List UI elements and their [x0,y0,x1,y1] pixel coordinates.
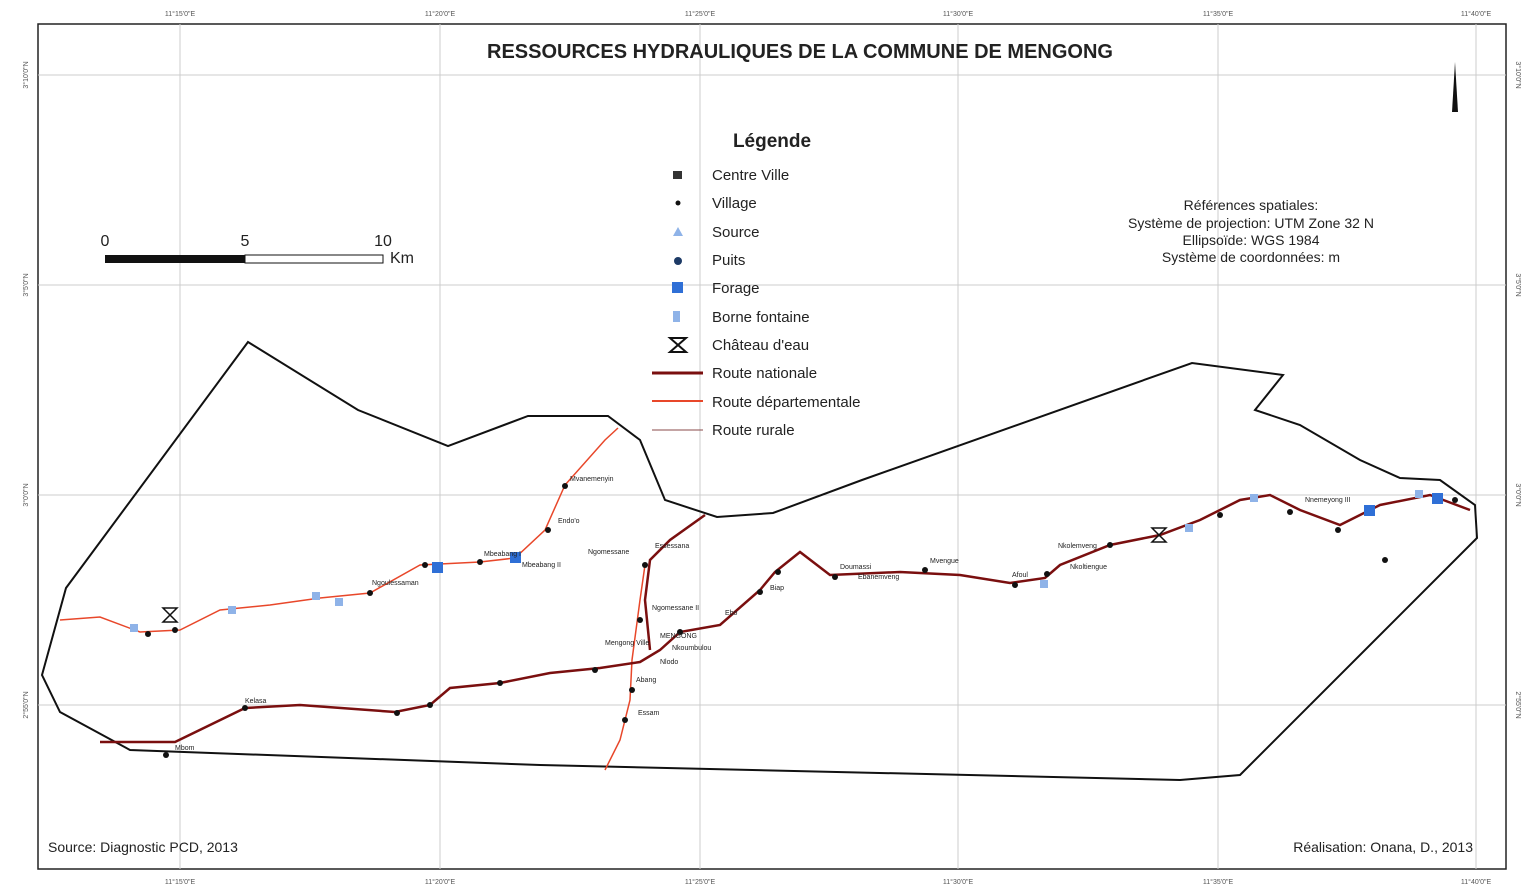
place-label: Biap [770,585,784,592]
legend-label: Forage [712,280,760,297]
latitude-label: 3°5'0"N [22,273,30,296]
reference-line: Références spatiales: [1184,197,1319,213]
longitude-label: 11°15'0"E [165,878,196,886]
place-label: Mengong Ville [605,640,649,647]
place-label: Ebo [725,610,738,617]
place-label: Nkolemveng [1058,543,1097,550]
place-label: Nkoumbulou [672,645,711,652]
place-label: Afoul [1012,572,1028,579]
longitude-label: 11°15'0"E [165,10,196,18]
legend-label: Route rurale [712,422,795,439]
place-label: Endo'o [558,518,580,525]
place-label: Nkoltiengue [1070,564,1107,571]
latitude-label: 3°5'0"N [1514,273,1522,296]
scale-unit: Km [390,250,414,267]
legend-label: Route nationale [712,365,817,382]
place-label: Nlodo [660,659,678,666]
north-arrow [1452,62,1458,112]
reference-line: Système de coordonnées: m [1162,249,1340,265]
latitude-label: 3°0'0"N [1514,483,1522,506]
scale-label: 5 [241,233,250,250]
place-label: Ebanemveng [858,574,899,581]
outer-frame [37,23,1507,870]
place-label: Mvanemenyin [570,476,614,483]
legend-label: Source [712,224,760,241]
title: RESSOURCES HYDRAULIQUES DE LA COMMUNE DE… [487,41,1113,63]
longitude-label: 11°30'0"E [943,878,974,886]
longitude-label: 11°25'0"E [685,10,716,18]
longitude-label: 11°40'0"E [1461,878,1492,886]
longitude-label: 11°20'0"E [425,10,456,18]
reference-line: Système de projection: UTM Zone 32 N [1128,215,1374,231]
reference-line: Ellipsoïde: WGS 1984 [1183,232,1320,248]
legend-label: Centre Ville [712,167,789,184]
legend-title: Légende [733,131,811,152]
place-label: Ngoulessaman [372,580,419,587]
legend-label: Château d'eau [712,337,809,354]
legend-label: Borne fontaine [712,309,810,326]
place-label: Essessana [655,543,689,550]
graticule-labels: 11°15'0"E 11°20'0"E 11°25'0"E 11°30'0"E … [22,10,1522,886]
longitude-label: 11°35'0"E [1203,10,1234,18]
place-label: Mbeabang II [522,562,561,569]
scale-bar: 0 5 10 Km [101,233,414,267]
place-label: Abang [636,677,656,684]
legend-label: Route départementale [712,394,860,411]
legend-label: Puits [712,252,745,269]
latitude-label: 2°55'0"N [22,691,30,718]
place-label: Mbom [175,745,195,752]
place-label: MENGONG [660,633,697,640]
place-label: Kelasa [245,698,267,705]
boundary [40,340,1479,782]
place-label: Nnemeyong III [1305,497,1351,504]
place-label: Essam [638,710,660,717]
legend-label: Village [712,195,757,212]
map-points [130,483,1458,758]
latitude-label: 3°0'0"N [22,483,30,506]
scale-label: 0 [101,233,110,250]
credit: Réalisation: Onana, D., 2013 [1293,839,1473,855]
longitude-label: 11°20'0"E [425,878,456,886]
place-label: Ngomessane [588,549,629,556]
legend: Légende Centre Ville Village Source Puit… [652,131,860,439]
place-labels: Mvanemenyin Endo'o Mbeabang I Mbeabang I… [175,476,1351,752]
longitude-label: 11°30'0"E [943,10,974,18]
latitude-label: 3°10'0"N [1514,61,1522,88]
scale-label: 10 [374,233,392,250]
source: Source: Diagnostic PCD, 2013 [48,839,238,855]
longitude-label: 11°40'0"E [1461,10,1492,18]
place-label: Doumassi [840,564,872,571]
place-label: Mbeabang I [484,551,521,558]
spatial-references: Références spatiales: Système de project… [1128,197,1374,265]
place-label: Mvengue [930,558,959,565]
place-label: Ngomessane II [652,605,699,612]
longitude-label: 11°35'0"E [1203,878,1234,886]
latitude-label: 2°55'0"N [1514,691,1522,718]
latitude-label: 3°10'0"N [22,61,30,88]
longitude-label: 11°25'0"E [685,878,716,886]
